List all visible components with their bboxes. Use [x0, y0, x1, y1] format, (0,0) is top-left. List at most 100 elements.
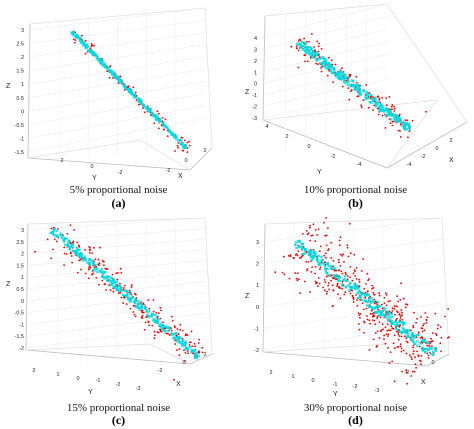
clean-point	[80, 252, 84, 256]
clean-point	[318, 262, 322, 266]
clean-point	[301, 242, 305, 246]
noisy-point	[153, 330, 156, 333]
noisy-point	[348, 98, 351, 101]
noisy-point	[303, 37, 305, 40]
clean-point	[100, 275, 104, 279]
noisy-point	[383, 296, 386, 299]
z-axis-label: Z	[6, 281, 11, 288]
noisy-point	[417, 355, 420, 358]
noisy-point	[288, 277, 291, 280]
noisy-point	[346, 244, 349, 246]
clean-point	[103, 62, 107, 66]
noisy-point	[400, 350, 403, 353]
clean-point	[129, 297, 133, 301]
noisy-point	[407, 136, 409, 139]
noisy-point	[371, 319, 374, 321]
noisy-point	[360, 104, 362, 107]
noisy-point	[34, 250, 36, 253]
clean-point	[85, 261, 89, 265]
noisy-point	[444, 315, 446, 318]
clean-point	[147, 108, 151, 112]
noisy-point	[420, 363, 422, 366]
noisy-point	[316, 40, 318, 43]
noisy-point	[184, 139, 186, 142]
clean-point	[416, 333, 420, 337]
gridline	[262, 302, 443, 329]
noisy-point	[294, 272, 297, 274]
noisy-point	[91, 273, 93, 276]
clean-point	[357, 90, 361, 94]
clean-point	[349, 287, 352, 290]
noisy-point	[317, 285, 319, 287]
noisy-point	[80, 268, 82, 271]
noisy-point	[384, 127, 387, 129]
scatter-plot-a: 3 2.5 2 1.5 1 0.5 0 -0.5 -1 -1.5 -2 0 2 2 0 -2 Z X Y	[6, 7, 213, 182]
clean-point	[101, 272, 105, 276]
clean-point	[312, 253, 316, 257]
clean-point	[125, 292, 129, 296]
noisy-point	[352, 272, 355, 275]
clean-point	[401, 124, 405, 128]
noisy-point	[333, 269, 336, 272]
noisy-point	[327, 227, 329, 230]
noisy-point	[391, 327, 394, 330]
clean-point	[92, 268, 96, 272]
noisy-point	[327, 249, 329, 252]
noisy-point	[377, 113, 380, 116]
noisy-point	[171, 315, 173, 318]
noisy-point	[352, 298, 355, 301]
noisy-point	[397, 331, 400, 334]
noisy-point	[102, 260, 105, 263]
clean-point	[109, 283, 113, 287]
clean-point	[159, 322, 162, 326]
clean-point	[197, 354, 201, 358]
clean-point	[406, 335, 410, 339]
noisy-point	[119, 267, 122, 270]
noisy-point	[358, 328, 361, 331]
clean-point	[394, 324, 398, 328]
clean-point	[397, 320, 401, 324]
z-tick-label: 0	[256, 305, 259, 311]
noisy-point	[319, 250, 321, 252]
clean-point	[164, 125, 168, 129]
clean-point	[389, 322, 393, 326]
noisy-point	[344, 291, 347, 294]
noisy-point	[306, 60, 309, 63]
noisy-point	[90, 43, 93, 45]
z-tick-label: 1	[254, 70, 257, 76]
clean-point	[328, 274, 331, 277]
clean-point	[420, 338, 424, 342]
noisy-point	[173, 378, 175, 381]
noisy-point	[109, 289, 112, 292]
clean-point	[158, 118, 162, 122]
x-tick-label: -2	[166, 168, 171, 174]
noisy-point	[392, 327, 395, 330]
z-tick-label: 3	[256, 240, 259, 246]
panel-label-d: (d)	[348, 413, 363, 427]
noisy-point	[296, 47, 298, 49]
noisy-point	[436, 327, 439, 330]
clean-point	[419, 342, 422, 345]
clean-point	[183, 344, 187, 347]
clean-point	[99, 269, 103, 273]
noisy-point	[178, 354, 181, 357]
x-axis-label: X	[449, 157, 454, 164]
noisy-point	[396, 317, 398, 320]
noisy-point	[372, 291, 375, 294]
clean-point	[122, 84, 126, 88]
clean-point	[179, 340, 183, 344]
noisy-point	[427, 357, 430, 359]
noisy-point	[368, 349, 371, 351]
clean-point	[317, 263, 321, 266]
noisy-point	[393, 307, 396, 310]
noisy-point	[174, 326, 176, 328]
noisy-point	[347, 87, 350, 89]
noisy-point	[194, 345, 197, 348]
z-axis-label: Z	[6, 83, 11, 90]
y-tick-label: 4	[265, 124, 268, 130]
noisy-point	[294, 254, 297, 256]
clean-point	[295, 246, 299, 250]
clean-point	[398, 330, 402, 334]
clean-point	[319, 259, 323, 263]
noisy-point	[152, 299, 155, 301]
